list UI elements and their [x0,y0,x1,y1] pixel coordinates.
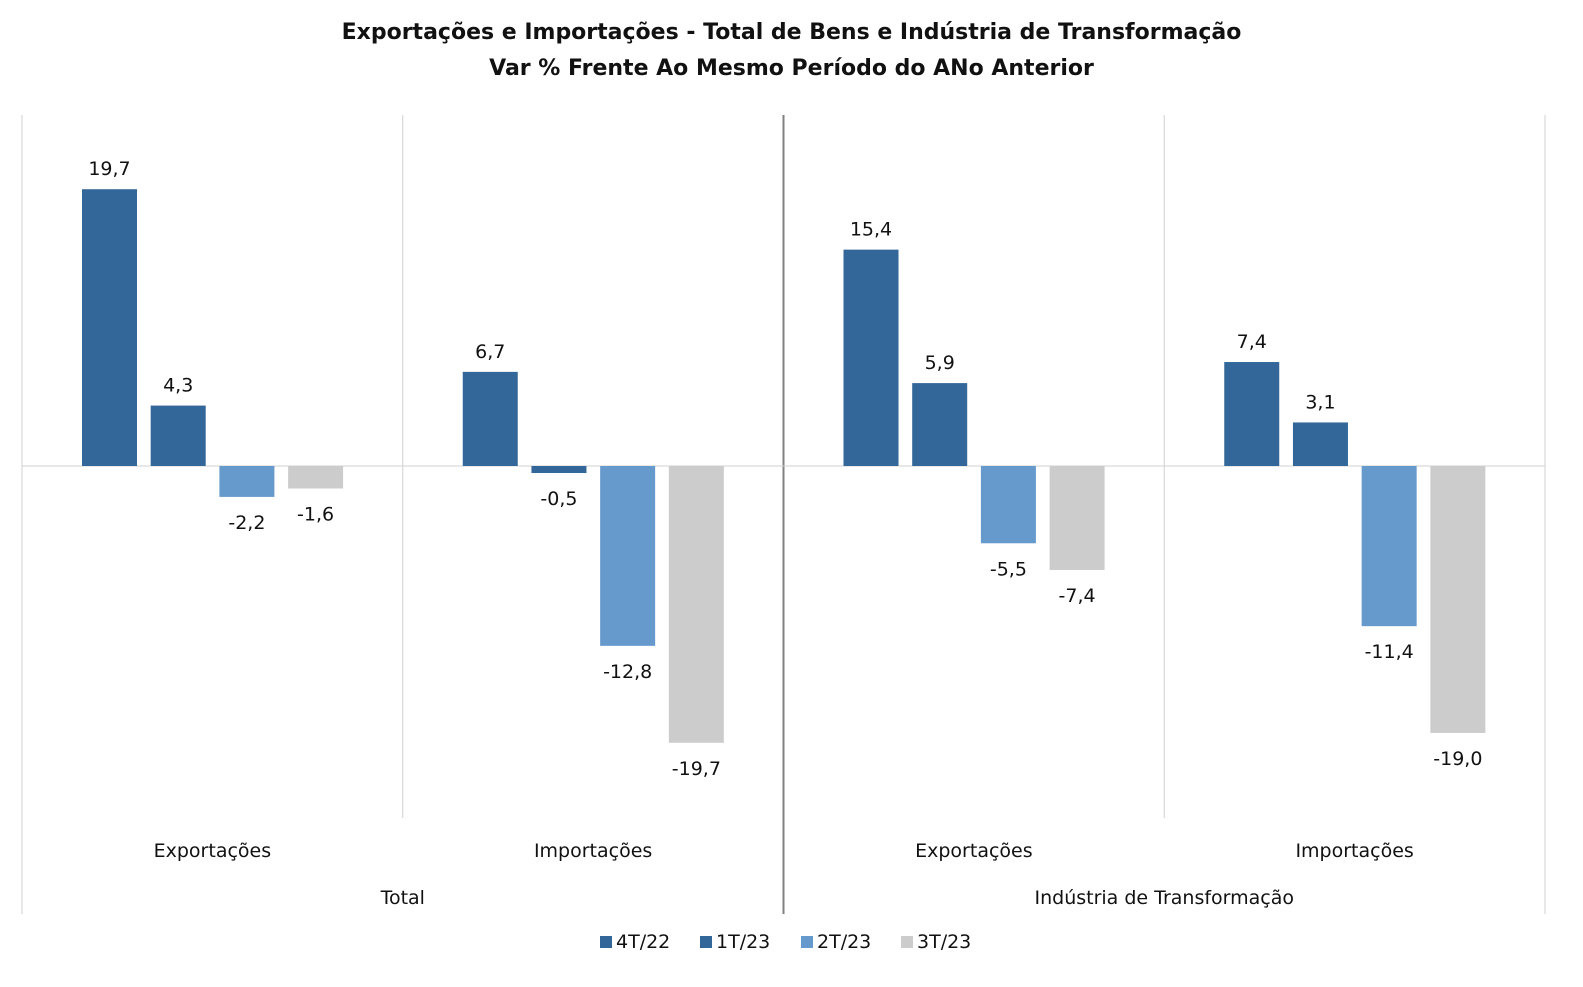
data-label: 5,9 [925,352,955,374]
group-label: Indústria de Transformação [1034,887,1294,909]
legend-swatch [901,936,913,948]
bar [219,466,275,497]
bar [668,466,724,743]
category-label: Exportações [915,840,1033,862]
legend-entry: 2T/23 [817,931,871,953]
category-label: Importações [1295,840,1413,862]
data-label: 3,1 [1305,391,1335,413]
data-label: 6,7 [475,341,505,363]
bar [82,189,137,466]
data-label: 19,7 [88,158,130,180]
data-label: 7,4 [1237,331,1267,353]
legend-swatch [600,936,612,948]
legend-swatch [801,936,813,948]
bar [531,466,587,474]
chart-title: Exportações e Importações - Total de Ben… [341,20,1242,45]
data-label: 15,4 [850,219,892,241]
legend-entry: 4T/22 [616,931,670,953]
bar [980,466,1036,544]
data-label: -19,7 [672,758,721,780]
bar [150,405,206,466]
data-label: -11,4 [1365,641,1414,663]
bar [600,466,656,646]
group-label: Total [380,887,425,909]
bar [1224,362,1280,466]
bar [288,466,344,489]
data-label: -0,5 [540,488,577,510]
data-label: -7,4 [1059,585,1096,607]
data-label: 4,3 [163,375,193,397]
chart-subtitle: Var % Frente Ao Mesmo Período do ANo Ant… [489,56,1094,81]
bar [1292,422,1348,466]
bar [1049,466,1105,570]
data-label: -1,6 [297,503,334,525]
legend-swatch [700,936,712,948]
data-label: -19,0 [1433,748,1482,770]
data-label: -2,2 [228,512,265,534]
data-label: -5,5 [990,558,1027,580]
bar [912,383,968,466]
legend-entry: 1T/23 [716,931,770,953]
bar [1361,466,1417,627]
bar [462,371,518,466]
category-label: Importações [534,840,652,862]
bar [1430,466,1486,733]
category-label: Exportações [154,840,272,862]
bar [843,249,899,466]
data-label: -12,8 [603,661,652,683]
legend-entry: 3T/23 [917,931,971,953]
